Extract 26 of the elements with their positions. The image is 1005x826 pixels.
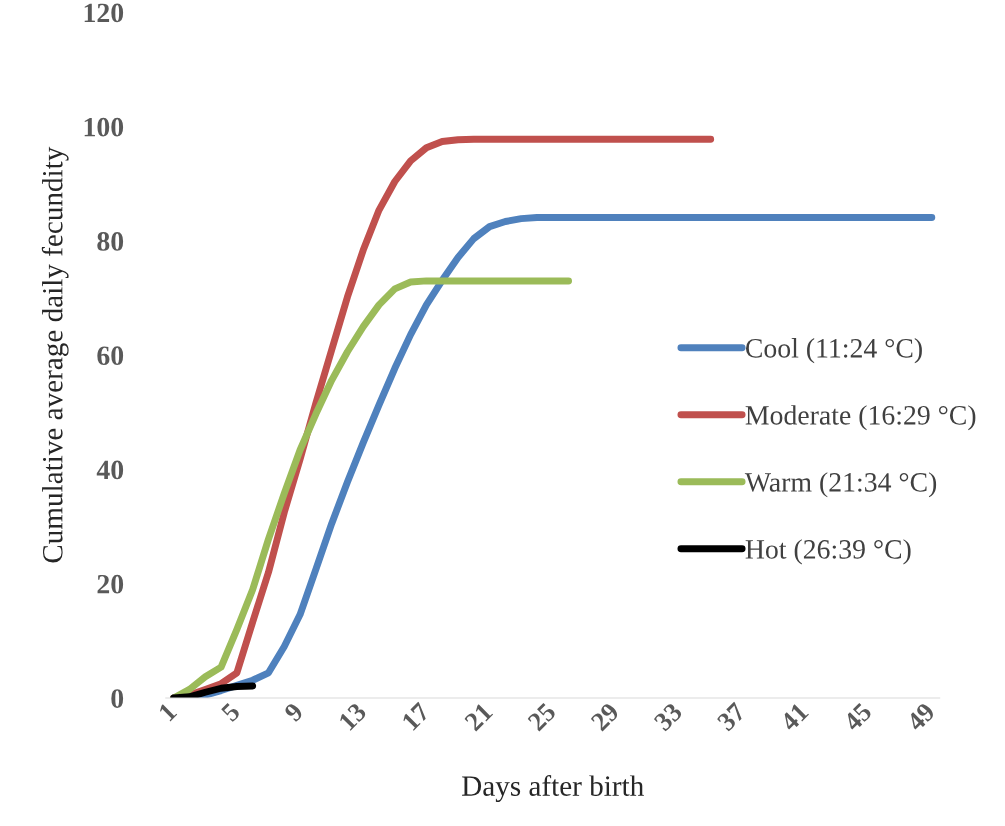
- legend-label: Warm (21:34 °C): [744, 472, 937, 498]
- legend-label: Hot (26:39 °C): [745, 539, 911, 565]
- y-tick-label: 100: [84, 117, 124, 137]
- y-tick-label: 60: [97, 346, 124, 366]
- x-tick-label: 25: [527, 701, 557, 732]
- y-tick-label: 0: [111, 689, 124, 708]
- y-tick-label: 80: [97, 232, 124, 251]
- x-tick-label: 13: [338, 701, 368, 731]
- x-tick-label: 45: [842, 701, 873, 733]
- x-tick-label: 17: [401, 701, 431, 731]
- legend-label: Moderate (16:29 °C): [745, 405, 976, 431]
- x-tick-label: 41: [779, 702, 809, 732]
- legend-label: Cool (11:24 °C): [745, 338, 922, 364]
- x-tick-label: 5: [220, 702, 241, 723]
- y-tick-label: 40: [96, 460, 124, 480]
- x-axis-title: Days after birth: [462, 775, 644, 802]
- x-tick-label: 21: [463, 702, 494, 732]
- y-axis-title: Cumulative average daily fecundity: [41, 146, 69, 563]
- x-tick-label: 49: [905, 701, 936, 733]
- y-tick-label: 20: [97, 574, 124, 594]
- x-tick-label: 37: [716, 701, 747, 732]
- x-tick-label: 33: [653, 701, 684, 732]
- x-tick-label: 9: [283, 701, 305, 723]
- x-tick-label: 1: [158, 702, 178, 722]
- y-tick-label: 120: [84, 3, 124, 23]
- x-tick-label: 29: [590, 701, 620, 732]
